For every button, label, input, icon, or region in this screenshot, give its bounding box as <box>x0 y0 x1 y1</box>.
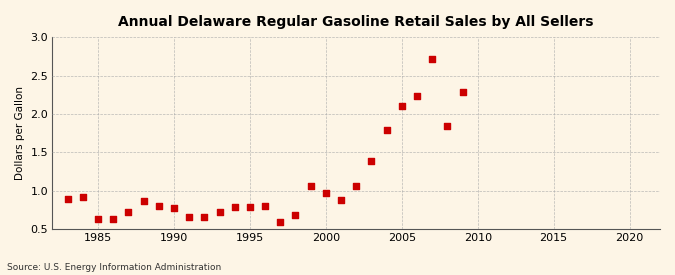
Point <box>78 195 88 199</box>
Point <box>396 103 407 108</box>
Point <box>260 204 271 208</box>
Point <box>381 128 392 132</box>
Point <box>92 217 103 221</box>
Point <box>184 215 194 219</box>
Title: Annual Delaware Regular Gasoline Retail Sales by All Sellers: Annual Delaware Regular Gasoline Retail … <box>119 15 594 29</box>
Point <box>230 205 240 210</box>
Point <box>108 217 119 221</box>
Point <box>457 89 468 94</box>
Point <box>412 93 423 98</box>
Point <box>199 215 210 219</box>
Point <box>335 198 346 202</box>
Point <box>138 199 149 203</box>
Point <box>275 219 286 224</box>
Point <box>244 205 255 210</box>
Point <box>351 183 362 188</box>
Point <box>169 206 180 210</box>
Point <box>442 123 453 128</box>
Point <box>321 191 331 196</box>
Point <box>427 57 437 62</box>
Point <box>366 159 377 163</box>
Point <box>62 197 73 201</box>
Point <box>290 213 301 217</box>
Point <box>214 210 225 214</box>
Y-axis label: Dollars per Gallon: Dollars per Gallon <box>15 86 25 180</box>
Point <box>305 183 316 188</box>
Point <box>153 204 164 208</box>
Point <box>123 210 134 214</box>
Text: Source: U.S. Energy Information Administration: Source: U.S. Energy Information Administ… <box>7 263 221 272</box>
